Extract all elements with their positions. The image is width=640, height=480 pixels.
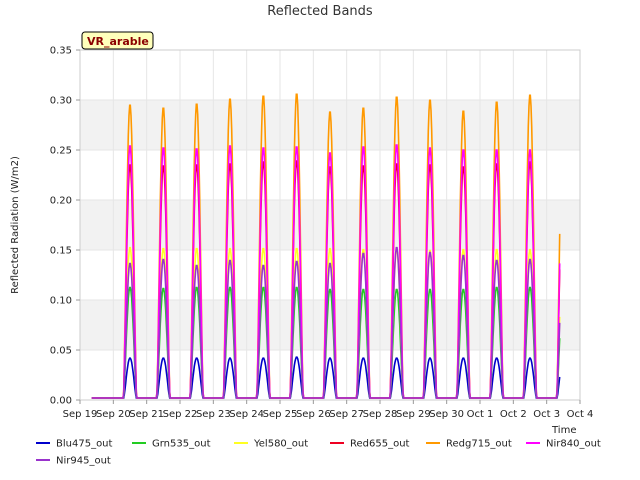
x-tick-label: Sep 23 [196, 409, 231, 420]
x-tick-label: Oct 2 [500, 409, 527, 420]
legend-label-grn535_out: Grn535_out [152, 439, 211, 450]
legend-label-redg715_out: Redg715_out [446, 439, 512, 450]
x-tick-label: Oct 3 [533, 409, 560, 420]
x-tick-label: Sep 28 [363, 409, 398, 420]
series-line-nir945_out [91, 246, 561, 399]
x-tick-label: Sep 22 [163, 409, 198, 420]
plot-frame [79, 49, 581, 401]
y-tick-label: 0.00 [50, 396, 72, 407]
x-tick-label: Sep 24 [229, 409, 264, 420]
legend-label-nir945_out: Nir945_out [56, 456, 111, 467]
legend-label-red655_out: Red655_out [350, 439, 410, 450]
site-tag-text: VR_arable [87, 35, 149, 48]
y-tick-label: 0.05 [50, 346, 72, 357]
y-tick-label: 0.25 [50, 146, 72, 157]
plot-band [80, 100, 580, 150]
x-tick-label: Sep 20 [96, 409, 131, 420]
y-tick-label: 0.30 [50, 96, 72, 107]
legend-label-blu475_out: Blu475_out [56, 439, 113, 450]
x-tick-label: Sep 30 [429, 409, 464, 420]
x-tick-label: Sep 21 [129, 409, 164, 420]
site-tag: VR_arable [81, 31, 154, 50]
x-tick-label: Sep 29 [396, 409, 431, 420]
x-tick-label: Sep 19 [63, 409, 98, 420]
y-tick-label: 0.10 [50, 296, 72, 307]
y-tick-label: 0.15 [50, 246, 72, 257]
x-tick-label: Sep 25 [263, 409, 298, 420]
legend-label-yel580_out: Yel580_out [253, 439, 308, 450]
y-axis-label: Reflected Radiation (W/m2) [10, 156, 21, 294]
x-tick-label: Oct 1 [467, 409, 494, 420]
legend: Blu475_out Grn535_out Yel580_out Red655_out… [36, 439, 601, 467]
x-axis-label: Time [551, 425, 576, 436]
site-tag-box [81, 31, 154, 50]
x-tick-label: Oct 4 [567, 409, 594, 420]
plot-band [80, 200, 580, 250]
plot-band [80, 300, 580, 350]
plot-background [80, 100, 580, 350]
y-tick-label: 0.35 [50, 46, 72, 57]
y-axis-ticks: 0.00 0.05 0.10 0.15 0.20 0.25 0.30 0.35 [50, 46, 80, 407]
chart-title: Reflected Bands [267, 4, 373, 19]
series-layer [91, 93, 561, 399]
legend-label-nir840_out: Nir840_out [546, 439, 601, 450]
x-tick-label: Sep 26 [296, 409, 331, 420]
x-tick-label: Sep 27 [329, 409, 364, 420]
y-tick-label: 0.20 [50, 196, 72, 207]
